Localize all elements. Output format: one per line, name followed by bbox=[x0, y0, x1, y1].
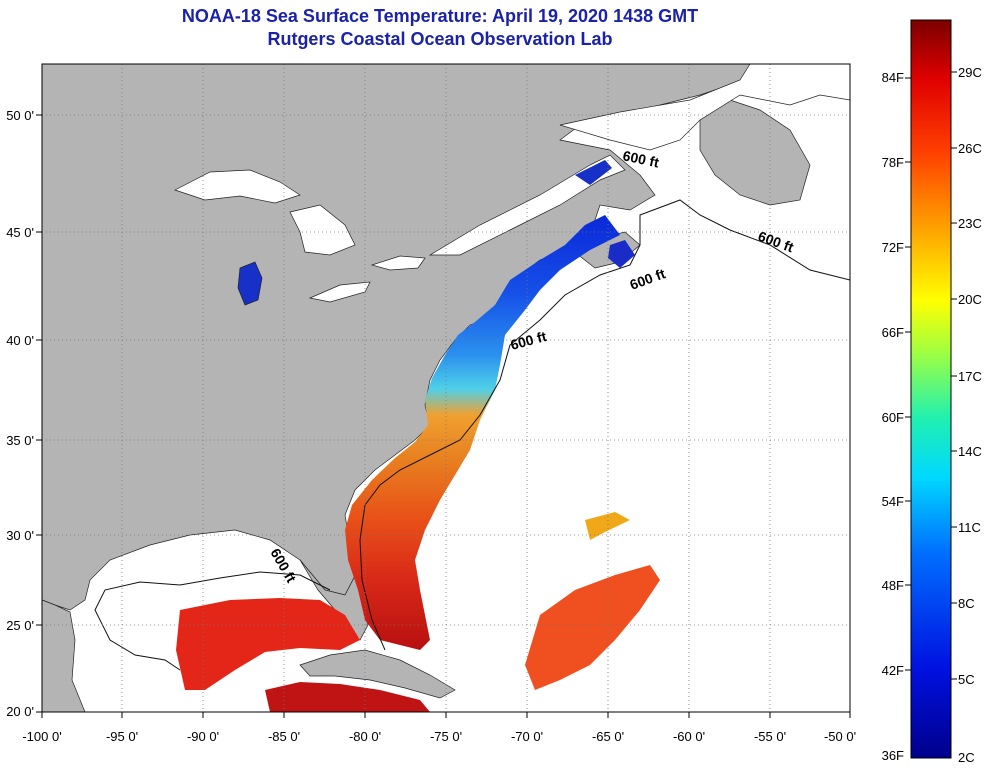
colorbar-c-label: 11C bbox=[958, 520, 981, 535]
colorbar-c-label: 2C bbox=[958, 750, 975, 765]
lon-label: -70 0' bbox=[511, 729, 543, 744]
colorbar-c-label: 8C bbox=[958, 596, 975, 611]
lake-michigan bbox=[237, 261, 263, 306]
colorbar-ticks bbox=[905, 71, 957, 680]
sst-scotian-patch bbox=[608, 240, 635, 268]
colorbar-f-label: 78F bbox=[882, 155, 904, 170]
st-lawrence-sst bbox=[575, 160, 612, 185]
map-subtitle: Rutgers Coastal Ocean Observation Lab bbox=[267, 29, 613, 49]
colorbar-c-label: 14C bbox=[958, 444, 982, 459]
colorbar bbox=[910, 19, 952, 759]
lat-label: 50 0' bbox=[6, 108, 34, 123]
lon-label: -95 0' bbox=[106, 729, 138, 744]
colorbar-f-label: 48F bbox=[882, 578, 904, 593]
st-lawrence bbox=[428, 154, 626, 256]
lon-label: -75 0' bbox=[430, 729, 462, 744]
land-cuba bbox=[299, 649, 456, 699]
sst-coastal-band bbox=[345, 215, 620, 650]
lon-label: -60 0' bbox=[673, 729, 705, 744]
lake-ontario bbox=[370, 255, 426, 271]
sst-offshore-patch bbox=[525, 565, 660, 690]
lake-erie bbox=[308, 281, 371, 303]
colorbar-c-label: 17C bbox=[958, 369, 982, 384]
land-florida bbox=[299, 559, 369, 641]
land-labrador bbox=[559, 64, 850, 151]
lon-label: -80 0' bbox=[349, 729, 381, 744]
isobath-600ft-florida bbox=[359, 504, 386, 651]
colorbar-c-label: 23C bbox=[958, 216, 982, 231]
colorbar-f-label: 36F bbox=[882, 748, 904, 763]
lat-label: 25 0' bbox=[6, 618, 34, 633]
lat-label: 30 0' bbox=[6, 528, 34, 543]
sst-offshore-patch-small bbox=[585, 512, 630, 540]
lon-label: -100 0' bbox=[22, 729, 61, 744]
lon-label: -50 0' bbox=[824, 729, 856, 744]
colorbar-c-label: 20C bbox=[958, 292, 982, 307]
isobath-600ft-gulf bbox=[94, 571, 331, 671]
sst-gulf-of-mexico bbox=[176, 598, 360, 690]
lon-label: -65 0' bbox=[592, 729, 624, 744]
lon-label: -55 0' bbox=[754, 729, 786, 744]
colorbar-f-label: 60F bbox=[882, 410, 904, 425]
lat-label: 45 0' bbox=[6, 225, 34, 240]
map-title: NOAA-18 Sea Surface Temperature: April 1… bbox=[181, 6, 699, 26]
colorbar-c-label: 26C bbox=[958, 141, 982, 156]
colorbar-c-label: 29C bbox=[958, 65, 982, 80]
lat-label: 20 0' bbox=[6, 704, 34, 719]
lat-label: 40 0' bbox=[6, 333, 34, 348]
sst-caribbean bbox=[265, 682, 430, 712]
lon-label: -85 0' bbox=[268, 729, 300, 744]
colorbar-f-label: 54F bbox=[882, 494, 904, 509]
lon-label: -90 0' bbox=[187, 729, 219, 744]
lon-ticks bbox=[41, 712, 851, 718]
colorbar-c-label: 5C bbox=[958, 672, 975, 687]
land-mexico bbox=[42, 599, 86, 712]
contour-label: 600 ft bbox=[621, 147, 660, 170]
lat-label: 35 0' bbox=[6, 433, 34, 448]
lat-ticks bbox=[36, 114, 42, 713]
lake-superior bbox=[174, 169, 301, 204]
colorbar-f-label: 84F bbox=[882, 70, 904, 85]
isobath-600ft-east bbox=[364, 199, 850, 506]
colorbar-f-label: 72F bbox=[882, 240, 904, 255]
graticule bbox=[42, 64, 850, 712]
colorbar-f-label: 42F bbox=[882, 663, 904, 678]
map-layers: 600 ft 600 ft 600 ft 600 ft 600 ft bbox=[42, 64, 850, 712]
land-newfoundland bbox=[699, 99, 811, 206]
lake-huron bbox=[289, 204, 356, 256]
colorbar-f-label: 66F bbox=[882, 325, 904, 340]
